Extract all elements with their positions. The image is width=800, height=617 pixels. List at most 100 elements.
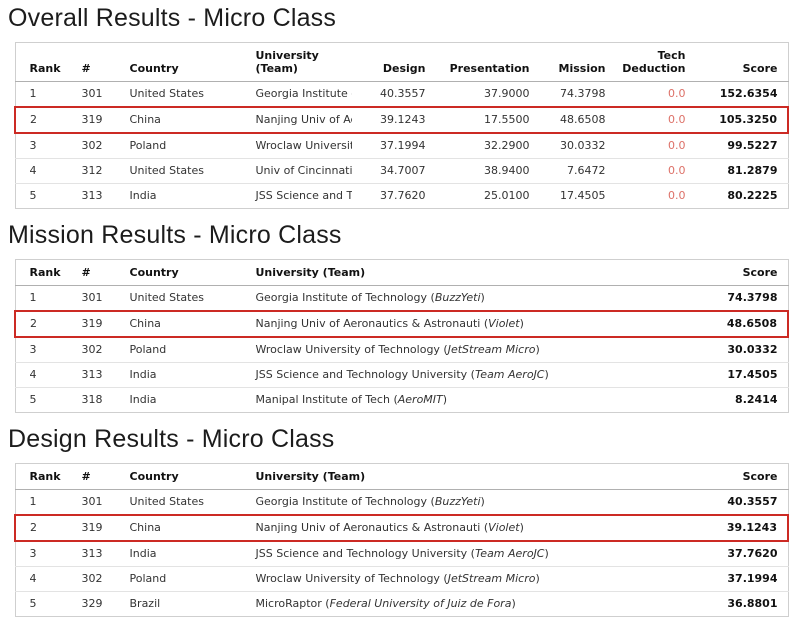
header-row: Rank # Country University (Team) Score xyxy=(15,463,788,490)
mission-results-header: Rank # Country University (Team) Score xyxy=(15,259,788,286)
cell-score: 48.6508 xyxy=(689,310,789,338)
cell-mission: 17.4505 xyxy=(537,183,614,209)
cell-num: 302 xyxy=(81,343,103,356)
table-row: 1 301 United States Georgia Institute of Te… xyxy=(15,82,788,108)
team-name: BuzzYeti xyxy=(434,495,481,508)
cell-university: Georgia Institute of Technology (BuzzYet… xyxy=(255,291,485,304)
cell-country: Poland xyxy=(129,343,167,356)
cell-rank: 5 xyxy=(15,183,74,209)
team-name: JetStream Micro xyxy=(447,343,536,356)
cell-country: China xyxy=(121,310,248,338)
cell-design: 34.7007 xyxy=(351,158,434,184)
cell-rank: 1 xyxy=(29,87,37,100)
cell-score: 17.4505 xyxy=(689,362,788,388)
column-header-country: Country xyxy=(121,463,248,490)
cell-rank: 2 xyxy=(14,106,74,134)
design-results-title: Design Results - Micro Class xyxy=(8,425,335,453)
cell-num: 301 xyxy=(81,87,103,100)
cell-score: 152.6354 xyxy=(719,87,778,100)
column-header-rank: Rank xyxy=(15,259,74,286)
cell-rank: 2 xyxy=(14,514,74,542)
column-header-design: Design xyxy=(351,42,434,82)
cell-rank: 1 xyxy=(29,495,37,508)
column-header-score: Score xyxy=(693,42,788,82)
section-design-results: Design Results - Micro Class Rank # Countr… xyxy=(0,425,800,617)
cell-country: United States xyxy=(121,158,248,184)
cell-university: Manipal Institute of Tech (AeroMIT) xyxy=(247,387,690,413)
cell-country: United States xyxy=(129,495,205,508)
cell-country: China xyxy=(121,514,248,542)
column-header-country: Country xyxy=(121,259,248,286)
cell-score: 39.1243 xyxy=(689,514,789,542)
section-mission-results: Mission Results - Micro Class Rank # Count… xyxy=(0,221,800,413)
cell-university: JSS Science and Technology University (T… xyxy=(247,183,352,209)
cell-num: 329 xyxy=(73,591,122,617)
column-header-score: Score xyxy=(689,259,788,286)
team-name: Violet xyxy=(488,317,520,330)
table-row: 3 302 Poland Wroclaw University of Technolo… xyxy=(15,133,788,159)
cell-num: 313 xyxy=(81,547,103,560)
cell-university: Georgia Institute of Technology (BuzzYet… xyxy=(255,495,485,508)
mission-results-title: Mission Results - Micro Class xyxy=(8,221,342,249)
team-name: AeroMIT xyxy=(397,393,443,406)
mission-results-table: Rank # Country University (Team) Score 1 301 U… xyxy=(14,259,789,413)
column-header-mission: Mission xyxy=(537,42,614,82)
cell-university: JSS Science and Technology University (T… xyxy=(255,547,549,560)
column-header-num: # xyxy=(73,259,122,286)
cell-num: 301 xyxy=(81,495,103,508)
cell-presentation: 38.9400 xyxy=(433,158,538,184)
design-results-body: 1 301 United States Georgia Institute of Te… xyxy=(14,490,789,617)
cell-design: 39.1243 xyxy=(351,106,434,134)
table-row: 3 302 Poland Wroclaw University of Technolo… xyxy=(15,337,788,363)
cell-score: 37.1994 xyxy=(689,566,788,592)
cell-rank: 3 xyxy=(29,547,37,560)
overall-results-body: 1 301 United States Georgia Institute of Te… xyxy=(14,82,789,209)
cell-country: India xyxy=(121,362,248,388)
cell-country: Poland xyxy=(129,139,167,152)
cell-num: 312 xyxy=(73,158,122,184)
cell-rank: 4 xyxy=(15,362,74,388)
cell-score: 8.2414 xyxy=(689,387,788,413)
cell-university: Georgia Institute of Technology (BuzzYet… xyxy=(255,87,352,100)
cell-score: 80.2225 xyxy=(693,183,788,209)
cell-design: 37.7620 xyxy=(351,183,434,209)
cell-num: 319 xyxy=(73,106,122,134)
team-name: Team AeroJC xyxy=(474,547,545,560)
cell-country: India xyxy=(121,387,248,413)
cell-university: Univ of Cincinnati (Aerocats By 90!) xyxy=(247,158,352,184)
cell-num: 318 xyxy=(73,387,122,413)
column-header-rank: Rank xyxy=(15,463,74,490)
cell-mission: 30.0332 xyxy=(560,139,606,152)
cell-university: Wroclaw University of Technology (JetStr… xyxy=(255,343,540,356)
cell-university: MicroRaptor (Federal University of Juiz … xyxy=(247,591,690,617)
cell-rank: 1 xyxy=(29,291,37,304)
cell-num: 313 xyxy=(73,362,122,388)
cell-university: Nanjing Univ of Aeronautics & Astronauti… xyxy=(247,106,352,134)
cell-score: 36.8801 xyxy=(689,591,788,617)
overall-results-table: Rank # Country University (Team) Design Prese… xyxy=(14,42,789,209)
column-header-university: University (Team) xyxy=(247,463,690,490)
column-header-rank: Rank xyxy=(15,42,74,82)
cell-design: 37.1994 xyxy=(380,139,426,152)
cell-score: 37.7620 xyxy=(727,547,778,560)
column-header-score: Score xyxy=(689,463,788,490)
team-name: Violet xyxy=(488,521,520,534)
cell-country: Brazil xyxy=(121,591,248,617)
cell-num: 313 xyxy=(73,183,122,209)
cell-mission: 74.3798 xyxy=(560,87,606,100)
cell-mission: 48.6508 xyxy=(537,106,614,134)
column-header-presentation: Presentation xyxy=(433,42,538,82)
table-row: 4 313 India JSS Science and Technology Univ… xyxy=(15,362,788,388)
overall-results-title: Overall Results - Micro Class xyxy=(8,4,337,32)
table-row: 1 301 United States Georgia Institute of Te… xyxy=(15,490,788,516)
column-header-university: University (Team) xyxy=(247,42,352,82)
cell-score: 81.2879 xyxy=(693,158,788,184)
cell-num: 319 xyxy=(73,310,122,338)
cell-country: United States xyxy=(129,87,205,100)
cell-rank: 3 xyxy=(29,139,37,152)
cell-rank: 4 xyxy=(15,158,74,184)
